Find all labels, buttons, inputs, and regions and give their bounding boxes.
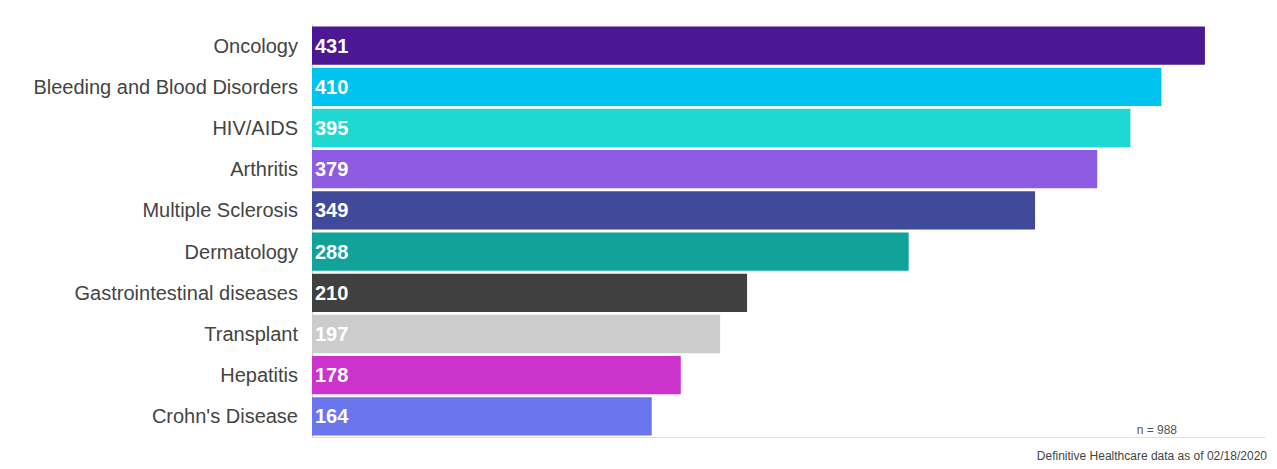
svg-text:n = 988: n = 988: [1137, 423, 1178, 437]
svg-text:288: 288: [315, 241, 348, 263]
svg-text:Oncology: Oncology: [214, 35, 299, 57]
svg-text:Arthritis: Arthritis: [230, 158, 298, 180]
svg-text:Crohn's Disease: Crohn's Disease: [152, 405, 298, 427]
svg-text:210: 210: [315, 282, 348, 304]
svg-text:178: 178: [315, 364, 348, 386]
svg-text:Multiple Sclerosis: Multiple Sclerosis: [142, 199, 298, 221]
svg-text:Gastrointestinal diseases: Gastrointestinal diseases: [75, 282, 298, 304]
svg-text:410: 410: [315, 76, 348, 98]
svg-text:Definitive Healthcare data as: Definitive Healthcare data as of 02/18/2…: [1037, 449, 1267, 463]
svg-text:164: 164: [315, 405, 349, 427]
svg-text:395: 395: [315, 117, 348, 139]
svg-text:Transplant: Transplant: [204, 323, 298, 345]
svg-text:431: 431: [315, 35, 348, 57]
svg-text:197: 197: [315, 323, 348, 345]
svg-text:349: 349: [315, 199, 348, 221]
svg-text:HIV/AIDS: HIV/AIDS: [212, 117, 298, 139]
svg-text:Bleeding and Blood Disorders: Bleeding and Blood Disorders: [33, 76, 298, 98]
svg-text:Hepatitis: Hepatitis: [220, 364, 298, 386]
svg-text:379: 379: [315, 158, 348, 180]
svg-text:Dermatology: Dermatology: [185, 241, 298, 263]
